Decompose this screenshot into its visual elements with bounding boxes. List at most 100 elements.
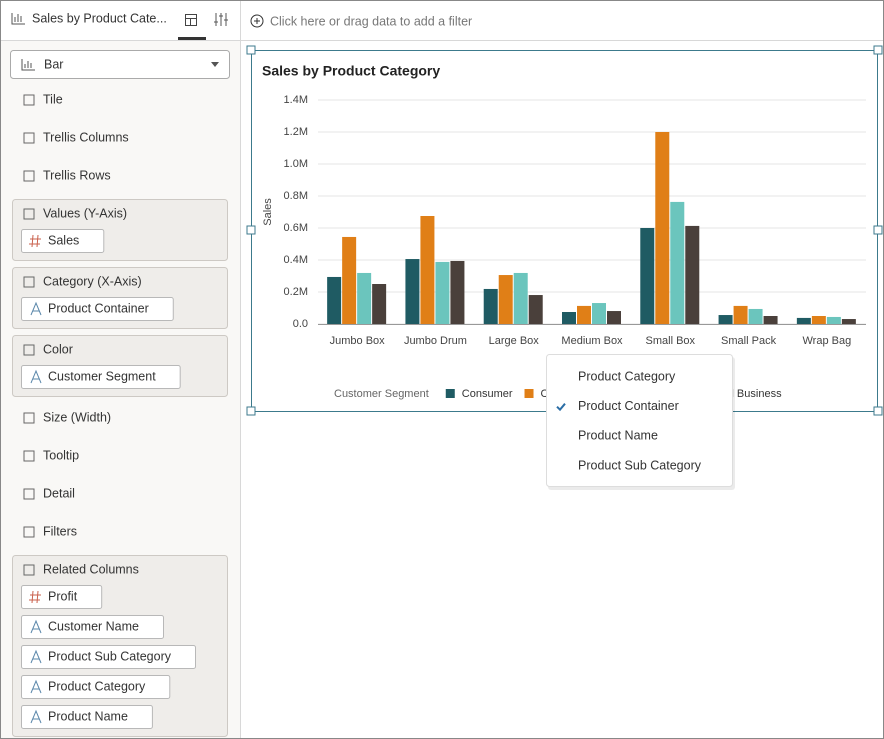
attribute-icon <box>30 649 42 664</box>
attribute-icon <box>30 301 42 316</box>
y-tick-label: 1.0M <box>284 158 308 170</box>
bar <box>670 201 685 324</box>
pill[interactable] <box>21 585 103 609</box>
pill-label[interactable]: Customer Name <box>48 619 139 633</box>
item-icon <box>23 276 35 288</box>
pill-label[interactable]: Product Name <box>48 709 128 723</box>
attribute-icon <box>30 709 42 724</box>
bar <box>498 275 513 324</box>
y-axis-label: Sales <box>262 198 274 226</box>
bar <box>450 260 465 324</box>
attribute-icon <box>30 369 42 384</box>
filter-placeholder[interactable]: Click here or drag data to add a filter <box>270 14 472 28</box>
bar <box>327 276 342 324</box>
y-tick-label: 0.2M <box>284 286 308 298</box>
shelf-label[interactable]: Trellis Columns <box>43 130 129 144</box>
tab-indicator <box>178 37 206 40</box>
x-tick-label: Medium Box <box>561 335 623 347</box>
menu-item[interactable]: Product Category <box>578 369 676 383</box>
bar <box>372 284 387 324</box>
bar <box>811 316 826 324</box>
bar <box>748 308 763 324</box>
pill-label[interactable]: Customer Segment <box>48 369 156 383</box>
shelf-label[interactable]: Filters <box>43 524 77 538</box>
bar <box>655 132 670 324</box>
pill[interactable] <box>21 645 196 669</box>
bar <box>528 295 543 324</box>
pill-label[interactable]: Product Container <box>48 301 149 315</box>
menu-item[interactable]: Product Name <box>578 429 658 443</box>
chart-title: Sales by Product Category <box>262 63 440 79</box>
y-tick-label: 0.6M <box>284 222 308 234</box>
pill[interactable] <box>21 615 164 639</box>
pill[interactable] <box>21 675 171 699</box>
x-tick-label: Jumbo Box <box>330 335 386 347</box>
caret <box>211 62 219 67</box>
tab-icon <box>11 13 25 25</box>
bar <box>592 303 606 324</box>
pill-label[interactable]: Profit <box>48 589 78 603</box>
bar <box>607 311 621 324</box>
y-tick-label: 0.4M <box>284 254 308 266</box>
pill[interactable] <box>21 229 105 253</box>
bar <box>357 272 372 324</box>
shelf-label[interactable]: Values (Y-Axis) <box>43 206 127 220</box>
bar <box>640 228 655 324</box>
menu-item[interactable]: Product Sub Category <box>578 458 702 472</box>
attribute-icon <box>30 619 42 634</box>
chart-type[interactable]: Bar <box>44 57 63 71</box>
x-tick-label: Jumbo Drum <box>404 335 467 347</box>
shelf-label[interactable]: Related Columns <box>43 562 139 576</box>
measure-icon <box>29 590 41 604</box>
plot: 0.0 0.2M 0.4M 0.6M 0.8M 1.0M 1.2M 1.4M Jumbo Box… <box>284 94 866 347</box>
item-icon <box>23 450 35 462</box>
add-filter-icon[interactable] <box>250 14 264 28</box>
pill-label[interactable]: Sales <box>48 233 79 247</box>
tab-title[interactable]: Sales by Product Cate... <box>32 11 167 25</box>
shelf-label[interactable]: Trellis Rows <box>43 168 111 182</box>
bar <box>763 316 778 324</box>
x-tick-label: Small Box <box>646 335 696 347</box>
properties-tab[interactable] <box>214 13 228 26</box>
shelf-label[interactable]: Size (Width) <box>43 410 111 424</box>
shelf-label[interactable]: Detail <box>43 486 75 500</box>
pill-label[interactable]: Product Category <box>48 679 146 693</box>
item-icon <box>23 412 35 424</box>
bar <box>841 319 856 324</box>
y-tick-label: 1.2M <box>284 126 308 138</box>
item-icon <box>23 488 35 500</box>
chart-type-select[interactable] <box>10 50 230 79</box>
legend-label[interactable]: Consumer <box>462 388 513 400</box>
legend-title: Customer Segment <box>334 388 429 400</box>
check-mark <box>556 403 566 412</box>
y-tick-label: 0.0 <box>293 318 308 330</box>
bar <box>826 316 841 324</box>
bar <box>342 236 357 324</box>
y-tick-label: 0.8M <box>284 190 308 202</box>
bar <box>483 288 498 324</box>
shelf-label[interactable]: Tooltip <box>43 448 79 462</box>
chart-type-icon <box>21 59 35 71</box>
pill[interactable] <box>21 365 181 389</box>
item-icon <box>23 344 35 356</box>
grammar-tab[interactable] <box>185 14 197 26</box>
menu-panel <box>546 354 733 487</box>
measure-icon <box>29 234 41 248</box>
bar <box>796 317 811 324</box>
menu-item[interactable]: Product Container <box>578 399 679 413</box>
pill[interactable] <box>21 705 153 729</box>
pill-label[interactable]: Product Sub Category <box>48 649 172 663</box>
item-icon <box>23 94 35 106</box>
item-icon <box>23 170 35 182</box>
item-icon <box>23 208 35 220</box>
bar <box>435 261 450 324</box>
item-icon <box>23 132 35 144</box>
attribute-icon <box>30 679 42 694</box>
shelf-label[interactable]: Tile <box>43 92 63 106</box>
sidebar: Tile Trellis Columns Trellis Rows Values (Y… <box>12 92 228 737</box>
bar <box>562 312 576 324</box>
shelf-label[interactable]: Color <box>43 342 73 356</box>
shelf-label[interactable]: Category (X-Axis) <box>43 274 142 288</box>
pill[interactable] <box>21 297 174 321</box>
